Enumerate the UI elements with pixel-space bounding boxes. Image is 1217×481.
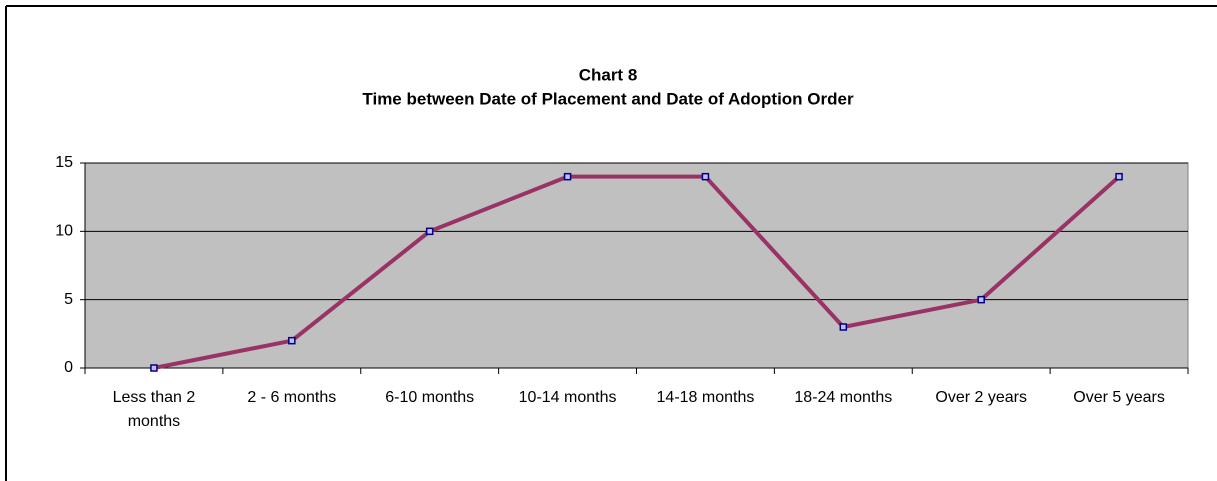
marker: [839, 323, 848, 331]
line: [153, 174, 1121, 370]
x-tick-label: 18-24 months: [794, 389, 893, 406]
y-tick-label: 0: [64, 359, 73, 376]
marker: [425, 227, 434, 236]
plot-area: [84, 162, 1189, 369]
x-tick-label: Less than 2 months: [112, 389, 196, 430]
marker: [150, 364, 158, 372]
x-tick-label: 14-18 months: [656, 389, 755, 406]
marker: [288, 336, 296, 345]
marker: [701, 172, 710, 181]
x-tick-label: Over 5 years: [1073, 389, 1165, 406]
chart-subtitle: Time between Date of Placement and Date …: [362, 89, 854, 108]
x-tick-label: 6-10 months: [385, 389, 475, 406]
x-tick-label: Over 2 years: [935, 389, 1027, 406]
x-tick-label: 2 - 6 months: [247, 389, 337, 406]
y-tick-label: 5: [64, 291, 73, 308]
y-tick-label: 10: [55, 223, 73, 240]
marker: [977, 295, 985, 304]
marker: [1115, 172, 1123, 181]
chart-title: Chart 8: [579, 65, 638, 84]
y-tick-label: 15: [55, 154, 73, 171]
marker: [563, 172, 572, 181]
x-tick-label: 10-14 months: [518, 389, 617, 406]
